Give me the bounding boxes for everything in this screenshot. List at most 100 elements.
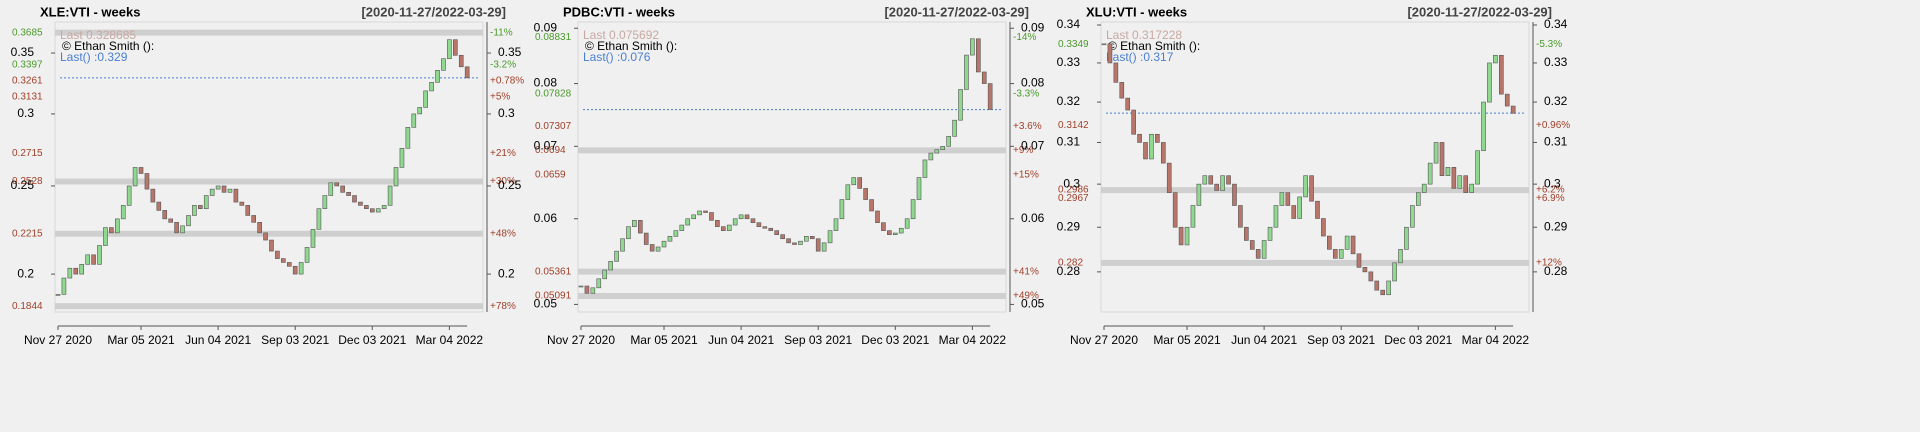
candle-body [1338,249,1344,259]
y2-tick-label: 0.2 [498,266,515,280]
y-tick-label: 0.07 [534,138,558,152]
y2-tick-label: 0.08 [1021,76,1045,90]
candle-body [1137,133,1142,143]
candle-body [298,262,304,275]
candle-body [375,208,381,213]
y-tick-label: 0.3 [1063,176,1080,190]
candle-body [453,39,458,56]
candle-body [429,82,434,92]
candle-body [328,182,334,196]
plot-area [577,21,1007,313]
candle-body [435,70,440,83]
y2-tick-label: 0.29 [1544,219,1568,233]
candle-body [1510,105,1516,114]
level-label: 0.0694 [535,145,566,156]
candle-body [614,250,619,262]
candle-body [602,269,608,280]
candle-body [304,247,310,263]
credit: © Ethan Smith (): [62,39,154,53]
y-tick-label: 0.34 [1057,17,1081,31]
candle-body [1125,97,1131,111]
candle-body [1267,226,1273,241]
y2-tick-label: 0.25 [498,178,522,192]
candle-body [393,167,399,187]
candle-body [286,262,292,267]
candle-body [1113,62,1119,83]
candle-body [417,107,423,115]
level-label: 0.2528 [12,176,43,187]
candle-body [1487,62,1492,103]
y2-tick-label: 0.3 [498,106,515,120]
candle-body [1101,43,1107,46]
chart-subtitle: [2020-11-27/2022-03-29] [884,4,1029,19]
y2-tick-label: 0.05 [1021,297,1045,311]
chart-title: XLU:VTI - weeks [1086,4,1187,19]
candle-body [91,254,96,265]
candle-body [1332,249,1338,259]
candle-body [1327,235,1332,250]
level-change: -3.2% [490,59,516,70]
candle-body [1249,240,1255,250]
x-tick-label: Mar 04 2022 [1462,333,1530,347]
candle-body [387,185,393,206]
y-tick-label: 0.3 [17,106,34,120]
candle-body [192,205,197,216]
level-change: +5% [490,92,510,103]
y2-tick-label: 0.3 [1544,176,1561,190]
candle-body [1392,262,1397,282]
x-tick-label: Sep 03 2021 [261,333,329,347]
candle-body [209,188,215,196]
candle-body [1410,205,1415,228]
candle-body [916,177,922,200]
candle-body [987,83,993,110]
level-change: -3.3% [1013,88,1039,99]
candle-body [721,226,726,231]
candle-body [1481,101,1486,151]
candle-body [584,285,590,294]
plot-area [1100,21,1530,313]
y2-tick-label: 0.06 [1021,211,1045,225]
level-label: 0.2215 [12,228,43,239]
candle-body [334,182,340,187]
level-change: +6.2% [1536,185,1565,196]
level-label: 0.0659 [535,169,566,180]
candle-body [55,294,61,296]
candle-body [369,208,375,213]
candle-body [815,238,821,252]
y2-tick-label: 0.34 [1544,17,1568,31]
candle-body [1404,226,1409,250]
candle-body [1309,175,1314,202]
candle-body [661,240,667,248]
candle-body [423,90,428,108]
candle-body [1208,175,1214,185]
candle-body [126,185,132,206]
level-change: -5.3% [1536,39,1562,50]
candle-body [340,185,345,193]
last-label: Last 0.317228 [1106,28,1182,42]
candle-body [934,149,940,154]
candle-body [910,199,916,220]
y-tick-label: 0.06 [534,211,558,225]
candle-body [679,224,685,231]
candle-body [464,66,470,79]
candle-body [946,136,951,147]
candle-body [352,195,357,203]
candle-body [1119,82,1125,99]
x-tick-label: Jun 04 2021 [1231,333,1297,347]
y-tick-label: 0.31 [1057,135,1081,149]
level-change: +21% [490,148,516,159]
candle-body [732,218,738,226]
candle-body [1374,280,1380,291]
candle-body [198,205,203,210]
candle-body [863,188,868,200]
level-label: 0.3349 [1058,39,1089,50]
last-label: Last 0.075692 [583,28,659,42]
candle-body [1415,192,1421,206]
candle-body [103,227,108,246]
candle-body [257,222,262,234]
candle-body [685,218,691,226]
candle-body [869,199,874,212]
level-label: 0.2967 [1058,193,1089,204]
candle-body [245,205,251,216]
y2-tick-label: 0.07 [1021,138,1045,152]
